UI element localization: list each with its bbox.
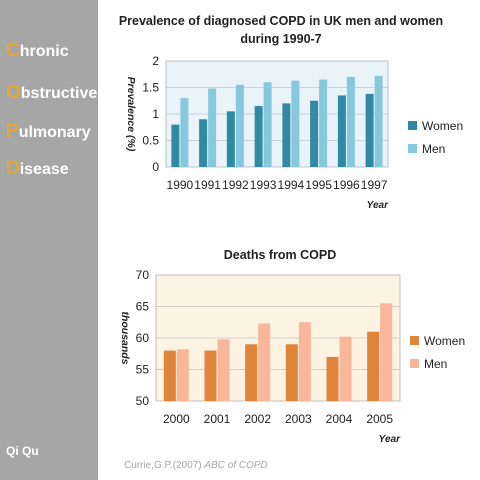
- y-tick-label: 1.5: [142, 81, 159, 95]
- bar-men: [339, 336, 352, 401]
- y-tick-label: 0.5: [142, 134, 159, 148]
- bar-women: [226, 111, 235, 167]
- x-tick-label: 2005: [366, 412, 393, 426]
- y-axis-title: Prevalence (%): [125, 77, 137, 152]
- x-tick-label: 1995: [305, 178, 332, 192]
- acronym-letter: O: [6, 82, 21, 103]
- bar-women: [365, 93, 374, 167]
- bar-men: [176, 349, 189, 401]
- x-tick-label: 2000: [163, 412, 190, 426]
- prevalence-chart: Prevalence of diagnosed COPD in UK men a…: [119, 14, 463, 211]
- y-tick-label: 70: [136, 268, 150, 282]
- bar-women: [254, 106, 263, 167]
- bar-men: [291, 80, 300, 167]
- bar-men: [208, 88, 217, 167]
- legend-swatch-women: [410, 336, 419, 345]
- chart-title-line: during 1990-7: [240, 32, 321, 46]
- x-axis-title: Year: [367, 200, 389, 211]
- bar-women: [285, 344, 298, 401]
- bar-men: [374, 75, 383, 167]
- citation-title: ABC of COPD: [204, 460, 268, 471]
- y-tick-label: 2: [152, 54, 159, 68]
- acronym-line-obstructive: Obstructive: [6, 82, 97, 104]
- x-tick-label: 1992: [222, 178, 249, 192]
- bar-men: [380, 303, 393, 401]
- bar-women: [337, 95, 346, 167]
- x-tick-label: 1990: [167, 178, 194, 192]
- y-tick-label: 1: [152, 107, 159, 121]
- x-tick-label: 1997: [361, 178, 388, 192]
- legend-label-women: Women: [422, 119, 463, 133]
- bar-men: [180, 98, 189, 167]
- acronym-line-pulmonary: Pulmonary: [6, 121, 91, 143]
- bar-men: [217, 339, 230, 401]
- bar-men: [346, 76, 355, 167]
- acronym-word: isease: [19, 161, 69, 178]
- y-tick-label: 0: [152, 160, 159, 174]
- x-tick-label: 2003: [285, 412, 312, 426]
- bar-women: [199, 119, 208, 167]
- acronym-letter: D: [6, 158, 20, 179]
- x-tick-label: 2001: [204, 412, 231, 426]
- bar-men: [319, 79, 328, 167]
- bar-women: [171, 124, 180, 167]
- bar-women: [326, 356, 339, 401]
- bar-women: [310, 100, 319, 167]
- bar-women: [204, 350, 217, 401]
- chart-title-line: Prevalence of diagnosed COPD in UK men a…: [119, 14, 443, 28]
- acronym-word: ulmonary: [18, 124, 91, 141]
- legend-label-men: Men: [424, 357, 447, 371]
- y-axis-title: thousands: [119, 311, 131, 364]
- acronym-line-disease: Disease: [6, 158, 69, 180]
- bar-women: [282, 103, 291, 167]
- legend-label-women: Women: [424, 334, 465, 348]
- citation: Currie,G.P.(2007) ABC of COPD: [124, 460, 268, 471]
- x-tick-label: 1994: [278, 178, 305, 192]
- bar-women: [163, 350, 176, 401]
- y-tick-label: 55: [136, 363, 150, 377]
- legend-label-men: Men: [422, 142, 445, 156]
- sidebar: Chronic Obstructive Pulmonary Disease Qi…: [0, 0, 98, 480]
- acronym-letter: P: [6, 121, 19, 142]
- x-tick-label: 1993: [250, 178, 277, 192]
- y-tick-label: 50: [136, 394, 150, 408]
- author-label: Qi Qu: [6, 444, 39, 458]
- deaths-chart: Deaths from COPD 50 55 60 65 70 2000 2001 2002 20…: [119, 248, 465, 445]
- bar-men: [263, 82, 272, 167]
- acronym-letter: C: [6, 40, 20, 61]
- acronym-word: bstructive: [20, 85, 98, 102]
- bar-men: [258, 323, 271, 401]
- citation-author: Currie,G.P.(2007): [124, 460, 202, 471]
- x-tick-label: 1991: [194, 178, 221, 192]
- bar-men: [235, 84, 244, 167]
- x-axis-title: Year: [379, 434, 401, 445]
- legend-swatch-women: [408, 121, 417, 130]
- x-tick-label: 1996: [333, 178, 360, 192]
- y-tick-label: 60: [136, 331, 150, 345]
- y-tick-label: 65: [136, 300, 150, 314]
- bar-women: [245, 344, 258, 401]
- chart-title-line: Deaths from COPD: [224, 248, 337, 262]
- bar-men: [298, 322, 311, 401]
- legend-swatch-men: [410, 359, 419, 368]
- acronym-line-chronic: Chronic: [6, 40, 69, 62]
- x-tick-label: 2004: [326, 412, 353, 426]
- acronym-word: hronic: [19, 43, 69, 60]
- bar-women: [367, 331, 380, 401]
- x-tick-label: 2002: [244, 412, 271, 426]
- legend-swatch-men: [408, 144, 417, 153]
